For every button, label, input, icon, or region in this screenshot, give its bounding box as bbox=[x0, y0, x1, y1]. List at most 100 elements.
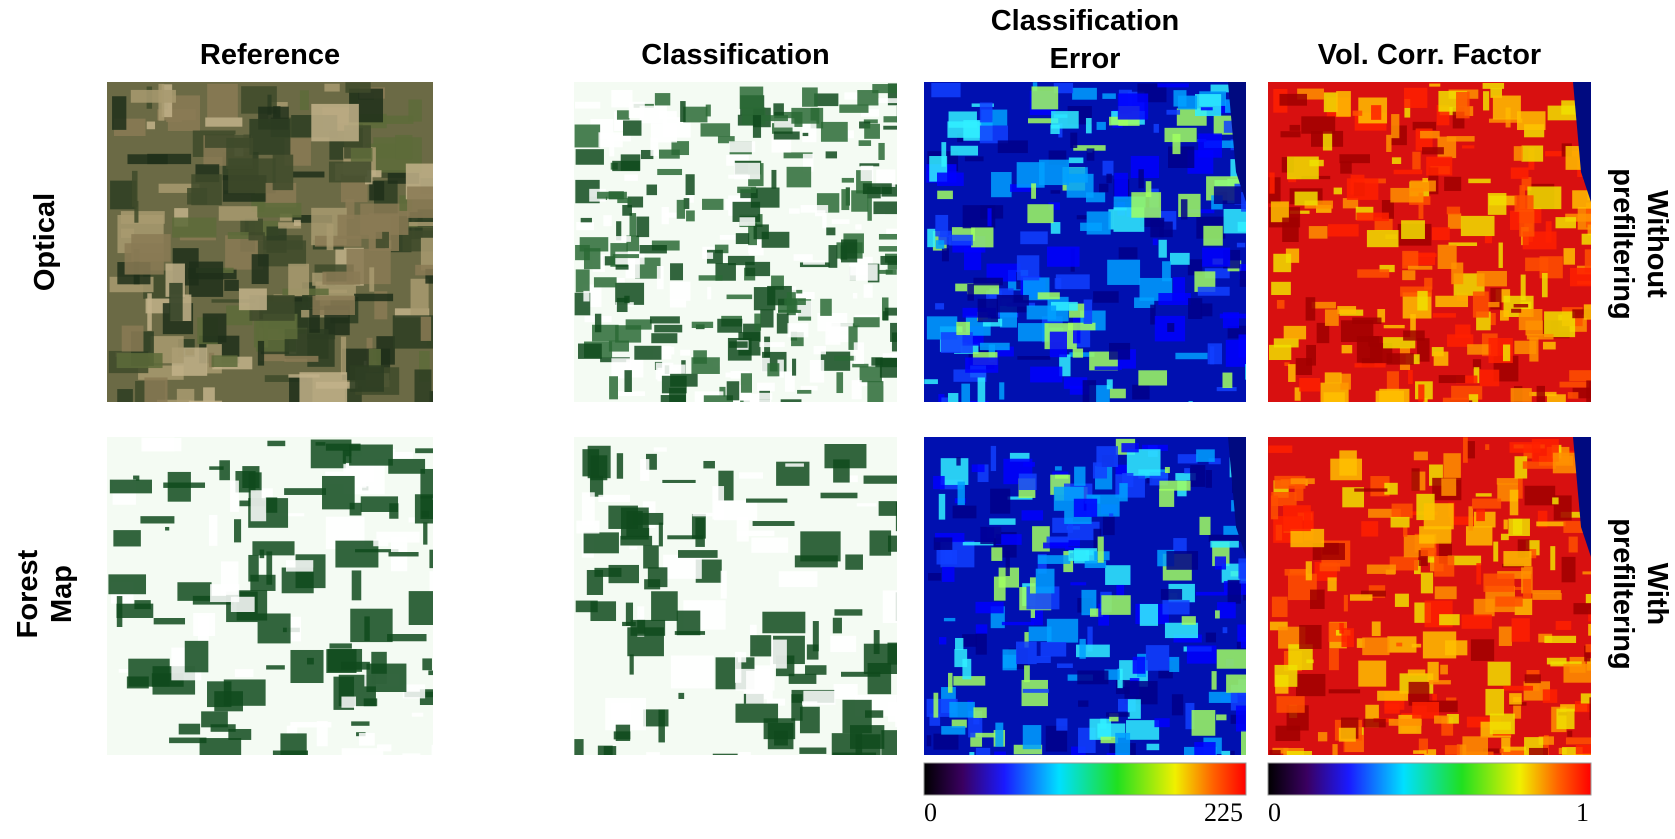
panel-texture bbox=[1503, 686, 1533, 691]
panel-texture bbox=[1285, 569, 1308, 576]
panel-texture bbox=[1306, 345, 1316, 366]
panel-texture bbox=[759, 342, 784, 347]
panel-texture bbox=[273, 155, 294, 191]
panel-texture bbox=[1332, 744, 1337, 757]
panel-texture bbox=[429, 391, 454, 411]
panel-texture bbox=[629, 546, 637, 549]
panel-texture bbox=[1099, 184, 1108, 192]
panel-texture bbox=[584, 532, 619, 553]
figure-panels bbox=[0, 0, 1675, 839]
panel-texture bbox=[1522, 146, 1544, 162]
panel-texture bbox=[1202, 248, 1230, 267]
panel-texture bbox=[951, 146, 978, 156]
panel-texture bbox=[678, 693, 684, 699]
panel-texture bbox=[1523, 461, 1556, 468]
panel-texture bbox=[1114, 173, 1128, 199]
panel-texture bbox=[1501, 534, 1509, 540]
panel-texture bbox=[342, 748, 384, 770]
panel-texture bbox=[1500, 749, 1504, 754]
panel-texture bbox=[1077, 670, 1108, 684]
image-panel bbox=[924, 82, 1269, 428]
panel-texture bbox=[432, 745, 451, 757]
panel-texture bbox=[1591, 91, 1600, 98]
panel-texture bbox=[141, 437, 174, 451]
panel-texture bbox=[1087, 211, 1111, 234]
panel-texture bbox=[1153, 239, 1158, 246]
panel-texture bbox=[1517, 111, 1546, 130]
panel-texture bbox=[408, 100, 421, 122]
panel-texture bbox=[147, 122, 155, 130]
panel-texture bbox=[937, 550, 958, 565]
panel-texture bbox=[727, 381, 740, 400]
panel-texture bbox=[587, 570, 603, 595]
panel-texture bbox=[226, 138, 253, 169]
panel-texture bbox=[1469, 394, 1478, 416]
panel-texture bbox=[590, 601, 616, 621]
panel-texture bbox=[189, 401, 222, 419]
colorbar-max: 1 bbox=[1576, 798, 1589, 828]
panel-texture bbox=[252, 254, 269, 284]
panel-texture bbox=[1422, 147, 1444, 154]
panel-texture bbox=[433, 490, 454, 499]
panel-texture bbox=[1022, 680, 1048, 706]
panel-texture bbox=[1119, 247, 1138, 259]
panel-texture bbox=[1017, 255, 1039, 280]
panel-texture bbox=[203, 313, 227, 342]
panel-texture bbox=[885, 308, 910, 316]
panel-texture bbox=[1485, 689, 1504, 715]
panel-texture bbox=[1138, 169, 1143, 188]
panel-texture bbox=[750, 635, 771, 656]
colorbar-min: 0 bbox=[1268, 798, 1281, 828]
panel-texture bbox=[657, 266, 664, 289]
panel-texture bbox=[1106, 174, 1111, 183]
panel-texture bbox=[1306, 561, 1312, 580]
panel-texture bbox=[1121, 443, 1138, 452]
panel-texture bbox=[327, 224, 334, 250]
panel-texture bbox=[366, 664, 406, 692]
panel-texture bbox=[1447, 714, 1459, 724]
panel-texture bbox=[1476, 493, 1492, 496]
panel-texture bbox=[751, 538, 788, 553]
panel-texture bbox=[1426, 157, 1452, 176]
panel-texture bbox=[1281, 131, 1301, 137]
panel-texture bbox=[1421, 548, 1437, 556]
panel-texture bbox=[1418, 253, 1437, 257]
figure-page: Reference Classification Classification … bbox=[0, 0, 1675, 839]
panel-texture bbox=[1412, 468, 1420, 490]
panel-texture bbox=[1162, 261, 1171, 281]
panel-texture bbox=[1495, 596, 1522, 606]
panel-texture bbox=[1543, 342, 1556, 350]
panel-texture bbox=[1408, 370, 1413, 384]
panel-texture bbox=[1510, 490, 1519, 516]
panel-texture bbox=[1070, 582, 1086, 585]
panel-texture bbox=[1490, 714, 1515, 735]
panel-texture bbox=[965, 156, 984, 161]
panel-texture bbox=[1377, 691, 1408, 701]
panel-texture bbox=[1051, 222, 1061, 234]
panel-texture bbox=[420, 496, 435, 519]
panel-texture bbox=[967, 284, 973, 301]
panel-texture bbox=[834, 609, 862, 615]
panel-texture bbox=[1210, 346, 1214, 364]
panel-texture bbox=[924, 379, 938, 384]
panel-texture bbox=[879, 246, 906, 252]
panel-texture bbox=[623, 120, 641, 135]
panel-texture bbox=[185, 641, 209, 672]
image-panel bbox=[107, 437, 467, 783]
panel-texture bbox=[317, 721, 328, 746]
panel-texture bbox=[1570, 268, 1597, 286]
panel-texture bbox=[607, 135, 631, 141]
panel-texture bbox=[1467, 344, 1491, 354]
panel-texture bbox=[1074, 499, 1097, 517]
panel-texture bbox=[1493, 542, 1498, 562]
panel-texture bbox=[1162, 600, 1189, 614]
panel-texture bbox=[617, 110, 629, 119]
panel-texture bbox=[1271, 492, 1296, 506]
panel-texture bbox=[288, 264, 309, 295]
panel-texture bbox=[1390, 188, 1423, 203]
panel-texture bbox=[942, 248, 949, 261]
panel-texture bbox=[1429, 680, 1451, 684]
panel-texture bbox=[1408, 669, 1425, 675]
panel-texture bbox=[695, 518, 704, 547]
panel-texture bbox=[209, 515, 218, 546]
